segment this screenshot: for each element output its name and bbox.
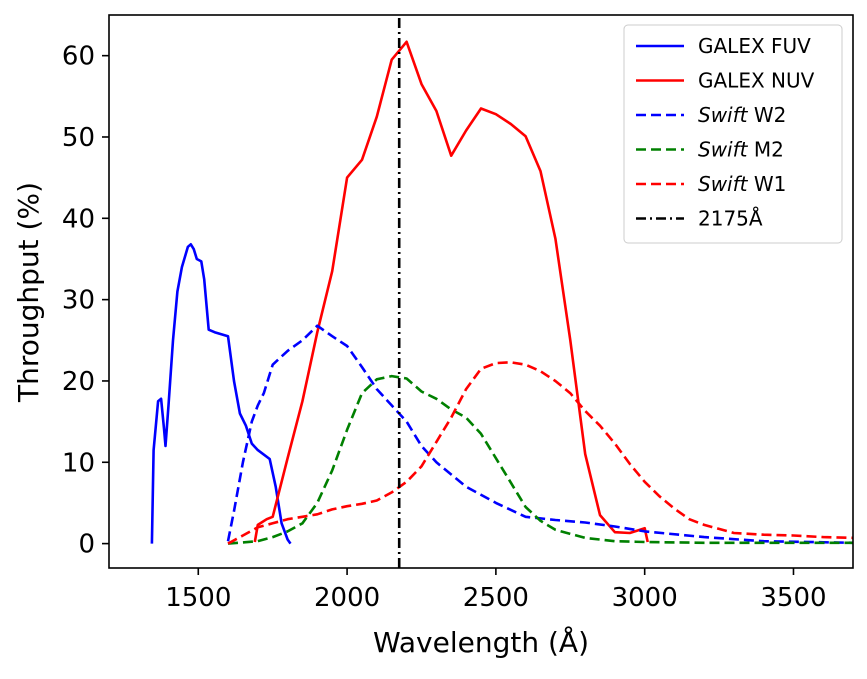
y-tick-label: 10 (62, 448, 95, 478)
y-tick-label: 60 (62, 42, 95, 72)
legend-label-swift-m2: Swift M2 (698, 138, 784, 162)
x-tick-label: 2500 (463, 583, 529, 613)
series-line-galex-fuv (150, 243, 292, 545)
series-line-swift-w2 (226, 324, 853, 545)
y-axis: 0 10 20 30 40 50 60 (62, 42, 109, 560)
y-tick-label: 0 (78, 530, 95, 560)
legend-label-galex-fuv: GALEX FUV (698, 34, 811, 58)
series-layer (150, 15, 853, 568)
x-axis-label: Wavelength (Å) (373, 625, 589, 659)
x-tick-label: 1500 (165, 583, 231, 613)
series-line-galex-nuv (253, 40, 649, 543)
legend: GALEX FUV GALEX NUV Swift W2 Swift M2 Swift … (623, 24, 843, 244)
y-tick-label: 40 (62, 204, 95, 234)
legend-label-2175: 2175Å (698, 207, 763, 231)
y-tick-label: 20 (62, 367, 95, 397)
x-tick-label: 3500 (760, 583, 826, 613)
y-axis-label: Throughput (%) (12, 182, 45, 403)
y-tick-label: 30 (62, 286, 95, 316)
plot-frame (108, 14, 854, 569)
series-line-swift-w1 (227, 360, 853, 545)
series-line-swift-m2 (227, 374, 853, 545)
x-tick-label: 2000 (314, 583, 380, 613)
legend-label-galex-nuv: GALEX NUV (698, 69, 815, 93)
y-tick-label: 50 (62, 123, 95, 153)
legend-label-swift-w2: Swift W2 (698, 103, 786, 127)
legend-label-swift-w1: Swift W1 (698, 172, 786, 196)
x-axis: 1500 2000 2500 3000 3500 (165, 568, 827, 613)
x-tick-label: 3000 (612, 583, 678, 613)
